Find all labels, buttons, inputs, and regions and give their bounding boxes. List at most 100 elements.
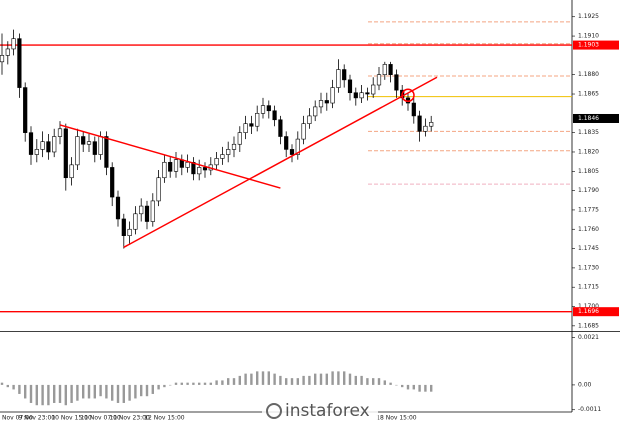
candle-body	[260, 105, 266, 114]
candle-body	[411, 102, 416, 117]
histogram-bar	[331, 371, 334, 385]
candle-body	[115, 196, 121, 220]
x-tick-label: 12 Nov 15:00	[144, 415, 185, 422]
candle-body	[313, 106, 318, 117]
candle-body	[121, 218, 126, 236]
histogram-bar	[296, 378, 299, 385]
candle-body	[423, 125, 428, 132]
y-tick-label: 1.1685	[578, 322, 599, 329]
candle-body	[168, 161, 173, 172]
y-tick-label: 0.00	[578, 381, 592, 388]
histogram-bar	[93, 384, 96, 399]
candle-body	[133, 213, 138, 230]
histogram-bar	[169, 384, 172, 386]
trend-line	[123, 76, 438, 248]
histogram-bar	[70, 384, 73, 403]
candle-body	[359, 92, 364, 99]
candle-body	[202, 167, 208, 171]
y-tick-label: 1.1760	[578, 226, 599, 233]
price-box	[573, 40, 619, 50]
histogram-bar	[215, 380, 218, 385]
trend-line	[59, 124, 281, 189]
histogram-bar	[6, 384, 9, 388]
histogram-bar	[232, 378, 236, 385]
candle-body	[75, 136, 80, 166]
candle-body	[173, 159, 179, 172]
candle-body	[342, 69, 347, 81]
candle-body	[220, 154, 225, 159]
histogram-bar	[12, 384, 15, 390]
candle-body	[57, 128, 63, 137]
candle-body	[249, 123, 254, 127]
histogram-bar	[308, 375, 311, 385]
candle-body	[266, 105, 271, 112]
candle-body	[34, 149, 39, 155]
candle-body	[162, 161, 167, 179]
candle-body	[52, 136, 57, 153]
histogram-bar	[348, 373, 352, 385]
histogram-bar	[267, 371, 270, 385]
candle-body	[272, 110, 277, 121]
candle-body	[295, 138, 300, 155]
histogram-bar	[145, 384, 149, 397]
histogram-bar	[285, 378, 288, 385]
y-tick-label: 0.0021	[578, 334, 599, 341]
candle-body	[127, 228, 132, 236]
candle-body	[185, 161, 190, 168]
x-tick-label: 10 Nov 15:00	[51, 415, 92, 422]
candle-body	[197, 167, 202, 175]
candle-body	[81, 136, 86, 145]
candle-body	[46, 141, 51, 153]
histogram-bar	[383, 380, 386, 385]
histogram-bar	[116, 384, 120, 403]
histogram-bar	[418, 384, 421, 392]
candle-body	[365, 92, 370, 95]
histogram-bar	[105, 384, 108, 399]
histogram-bar	[319, 373, 323, 385]
histogram-bar	[157, 384, 160, 390]
watermark-logo	[266, 403, 282, 419]
y-tick-label: 1.1925	[578, 13, 599, 20]
candle-body	[23, 87, 28, 133]
candle-body	[156, 177, 161, 202]
candle-body	[255, 113, 260, 127]
candle-body	[278, 119, 283, 137]
histogram-bar	[163, 384, 166, 388]
x-tick-label: 18 Nov 15:00	[376, 415, 417, 422]
histogram-bar	[198, 382, 201, 385]
candle-body	[11, 38, 16, 50]
candle-body	[237, 132, 242, 145]
histogram-bar	[0, 382, 4, 385]
price-box	[573, 307, 619, 317]
histogram-bar	[273, 373, 276, 385]
histogram-bar	[430, 384, 433, 392]
candle-body	[376, 74, 382, 86]
candle-body	[336, 69, 341, 88]
histogram-bar	[261, 371, 265, 385]
candle-body	[388, 64, 393, 76]
histogram-bar	[140, 384, 143, 397]
watermark-bg	[262, 400, 378, 422]
histogram-bar	[134, 384, 137, 399]
histogram-bar	[302, 375, 305, 385]
candle-body	[214, 158, 219, 166]
histogram-bar	[41, 384, 44, 406]
candle-body	[231, 143, 237, 150]
candle-body	[324, 100, 329, 104]
y-tick-label: 1.1880	[578, 71, 599, 78]
candle-body	[353, 92, 358, 99]
current-price-label: 1.1846	[578, 115, 599, 122]
x-tick-label: 11 Nov 07:00	[80, 415, 121, 422]
candle-body	[104, 136, 109, 168]
candle-body	[371, 84, 376, 95]
histogram-bar	[128, 384, 131, 401]
histogram-bar	[227, 378, 230, 385]
histogram-bar	[221, 380, 224, 385]
candle-body	[92, 141, 97, 155]
histogram-bar	[151, 384, 154, 394]
candle-body	[17, 38, 22, 88]
histogram-bar	[24, 384, 27, 399]
histogram-bar	[53, 384, 56, 403]
watermark-text: instaforex	[285, 401, 370, 421]
